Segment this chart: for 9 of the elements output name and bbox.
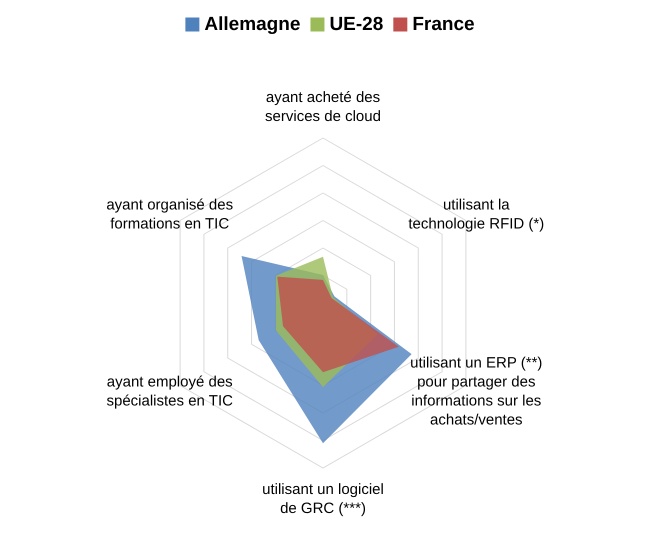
spoke-label: ayant acheté des services de cloud [265,89,381,125]
spoke-label: utilisant un logiciel de GRC (***) [262,481,384,517]
legend-label: UE-28 [329,14,384,35]
spoke-label: utilisant la technologie RFID (*) [408,196,544,232]
spoke-label: ayant employé des spécialistes en TIC [106,374,234,410]
spoke-label: utilisant un ERP (**) pour partager des informations sur les achats/ventes [410,354,542,428]
spoke-label: ayant organisé des formations en TIC [106,196,234,232]
legend-label: Allemagne [204,14,300,35]
legend-label: France [412,14,475,35]
